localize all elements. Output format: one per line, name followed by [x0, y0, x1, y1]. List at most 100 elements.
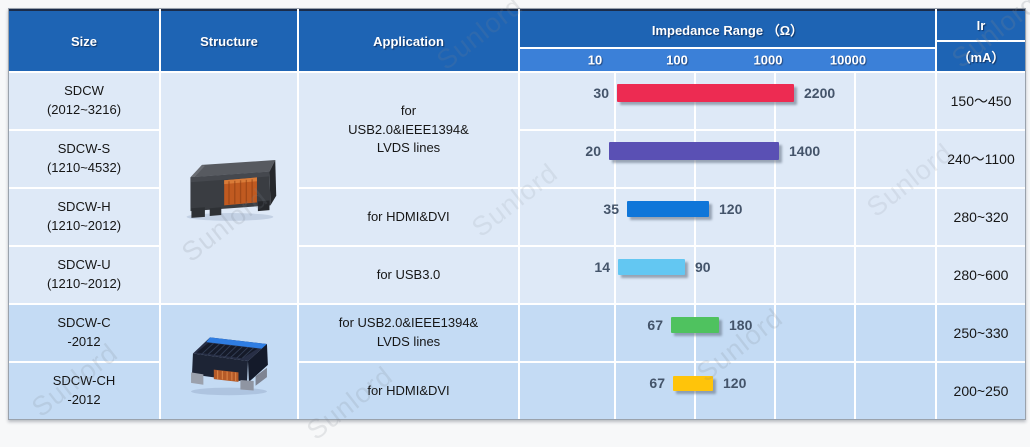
bar-max-label: 120: [719, 201, 743, 217]
chart-gridline: [694, 363, 696, 419]
structure-cell-wirewound-2: [161, 305, 297, 419]
application-text: for USB3.0: [376, 266, 441, 282]
impedance-chart-row: 67 120: [520, 363, 935, 419]
application-text: for USB2.0&IEEE1394&: [338, 315, 479, 331]
impedance-bar: [617, 84, 794, 102]
chart-gridline: [614, 73, 616, 129]
application-cell: for USB3.0: [299, 247, 518, 303]
ir-value: 240～1100: [947, 151, 1015, 167]
chart-gridline: [854, 73, 856, 129]
chip-component-image: [186, 160, 277, 221]
size-name: SDCW-S: [57, 141, 111, 157]
chart-gridline: [854, 189, 856, 245]
header-structure: Structure: [161, 9, 297, 71]
ir-cell: 250~330: [937, 305, 1025, 361]
ir-cell: 240～1100: [937, 131, 1025, 187]
bar-min-label: 35: [603, 201, 619, 217]
impedance-bar: [673, 375, 713, 391]
ir-value: 280~320: [953, 209, 1009, 225]
chart-gridline: [614, 363, 616, 419]
chart-gridline: [774, 247, 776, 303]
application-text: for HDMI&DVI: [367, 208, 450, 224]
chart-gridline: [774, 305, 776, 361]
impedance-chart-row: 30 2200: [520, 73, 935, 129]
application-cell: for USB2.0&IEEE1394& LVDS lines: [299, 73, 518, 187]
size-cell: SDCW-U (1210~2012): [9, 247, 159, 303]
size-name: SDCW-H: [57, 199, 111, 215]
bar-min-label: 20: [585, 143, 601, 159]
chart-gridline: [774, 189, 776, 245]
size-cell: SDCW-S (1210~4532): [9, 131, 159, 187]
impedance-bar: [609, 142, 779, 160]
size-range: (1210~4532): [46, 160, 122, 175]
header-impedance: Impedance Range （Ω） 10 100 1000 10000: [520, 9, 935, 71]
impedance-bar: [627, 201, 709, 217]
header-application-label: Application: [373, 33, 444, 49]
size-name: SDCW-C: [57, 315, 111, 331]
size-cell: SDCW-H (1210~2012): [9, 189, 159, 245]
header-size-label: Size: [70, 33, 97, 49]
impedance-axis: 10 100 1000 10000: [520, 49, 935, 71]
chart-gridline: [774, 363, 776, 419]
bar-min-label: 67: [647, 317, 663, 333]
chip-component-image: [191, 337, 268, 396]
bar-max-label: 2200: [804, 85, 836, 101]
ir-value: 200~250: [953, 383, 1009, 399]
chart-gridline: [854, 131, 856, 187]
application-text: for HDMI&DVI: [367, 382, 450, 398]
header-ir-label: Ir: [937, 11, 1025, 42]
chart-gridline: [854, 363, 856, 419]
impedance-bar: [671, 317, 719, 333]
chart-gridline: [854, 247, 856, 303]
impedance-chart-row: 35 120: [520, 189, 935, 245]
bar-max-label: 1400: [789, 143, 821, 159]
bar-min-label: 30: [593, 85, 609, 101]
ir-value: 150～450: [950, 93, 1012, 109]
axis-tick: 1000: [753, 52, 783, 68]
impedance-chart-row: 67 180: [520, 305, 935, 361]
size-name: SDCW: [64, 83, 104, 99]
application-cell: for USB2.0&IEEE1394& LVDS lines: [299, 305, 518, 361]
bar-max-label: 180: [729, 317, 753, 333]
bar-max-label: 120: [723, 375, 747, 391]
impedance-chart-row: 20 1400: [520, 131, 935, 187]
application-text: USB2.0&IEEE1394&: [348, 121, 469, 137]
size-name: SDCW-U: [57, 257, 111, 273]
application-cell: for HDMI&DVI: [299, 363, 518, 419]
header-size: Size: [9, 9, 159, 71]
ir-cell: 280~600: [937, 247, 1025, 303]
header-application: Application: [299, 9, 518, 71]
header-structure-label: Structure: [200, 33, 258, 49]
spec-table: Size Structure Application Impedance Ran…: [8, 8, 1026, 420]
size-cell: SDCW-CH -2012: [9, 363, 159, 419]
header-ir: Ir （mA）: [937, 9, 1025, 71]
ir-value: 280~600: [953, 267, 1009, 283]
size-range: -2012: [67, 334, 101, 349]
chart-gridline: [614, 247, 616, 303]
chart-gridline: [694, 189, 696, 245]
axis-tick: 100: [666, 52, 688, 68]
application-cell: for HDMI&DVI: [299, 189, 518, 245]
chart-gridline: [694, 247, 696, 303]
chart-gridline: [614, 189, 616, 245]
ir-cell: 150～450: [937, 73, 1025, 129]
size-range: -2012: [67, 392, 101, 407]
application-text: for: [400, 102, 417, 118]
size-cell: SDCW (2012~3216): [9, 73, 159, 129]
application-text: LVDS lines: [376, 140, 441, 156]
axis-tick: 10000: [829, 52, 867, 68]
impedance-bar: [618, 259, 685, 275]
bar-min-label: 67: [649, 375, 665, 391]
impedance-chart-row: 14 90: [520, 247, 935, 303]
ir-value: 250~330: [953, 325, 1009, 341]
chart-gridline: [694, 305, 696, 361]
ir-cell: 200~250: [937, 363, 1025, 419]
size-name: SDCW-CH: [52, 373, 116, 389]
header-impedance-label: Impedance Range （Ω）: [520, 11, 935, 49]
header-ir-unit: （mA）: [957, 50, 1005, 65]
structure-cell-wirewound: [161, 73, 297, 303]
chart-gridline: [854, 305, 856, 361]
bar-min-label: 14: [594, 259, 610, 275]
size-range: (2012~3216): [46, 102, 122, 117]
bar-max-label: 90: [695, 259, 711, 275]
